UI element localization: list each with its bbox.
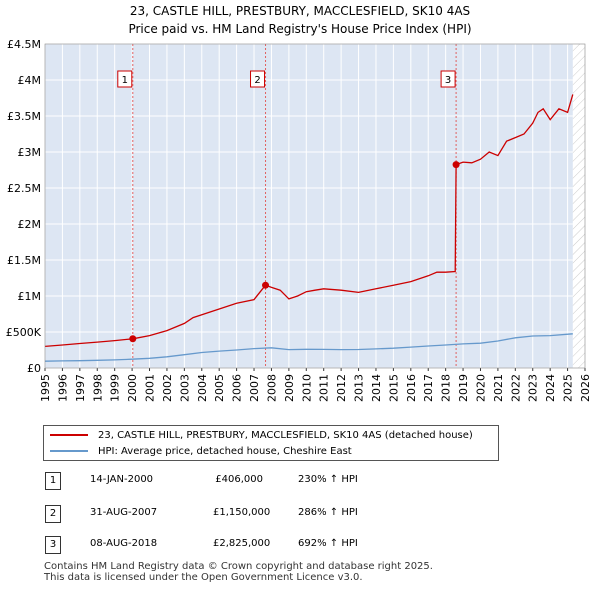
sale-point [452,161,460,169]
title-line-1: 23, CASTLE HILL, PRESTBURY, MACCLESFIELD… [129,4,471,18]
x-tick-label: 2001 [144,374,157,402]
x-tick-label: 2015 [387,374,400,402]
y-tick-label: £4.5M [7,38,41,51]
sale-row: 3 08-AUG-2018 £2,825,000 692% ↑ HPI [43,536,463,554]
sale-point [129,335,137,343]
x-tick-label: 2019 [457,374,470,402]
x-tick-label: 2007 [248,374,261,402]
x-tick-label: 2022 [509,374,522,402]
x-tick-label: 2018 [440,374,453,402]
x-tick-label: 2008 [265,374,278,402]
y-tick-label: £1.5M [7,254,41,267]
x-tick-label: 1996 [56,374,69,402]
plot-frame [44,43,586,369]
sale-number-box [440,70,456,88]
sale-date: 14-JAN-2000 [90,474,154,485]
hpi-series-line [44,333,573,362]
y-tick-label: £2.5M [7,182,41,195]
sale-hpi-change: 230% ↑ HPI [298,474,358,485]
x-tick-label: 2010 [300,374,313,402]
x-tick-label: 2025 [562,374,575,402]
x-tick-label: 2023 [527,374,540,402]
y-tick-label: £0 [27,362,41,375]
x-tick-label: 1997 [74,374,87,402]
plot-area [45,44,585,368]
chart-legend: 23, CASTLE HILL, PRESTBURY, MACCLESFIELD… [43,425,499,461]
x-tick-label: 2016 [405,374,418,402]
x-tick-label: 2026 [579,374,592,402]
sale-price: £406,000 [215,474,263,485]
x-tick-label: 2004 [196,374,209,402]
sale-price: £2,825,000 [213,538,271,549]
sale-point [262,281,270,289]
x-tick-label: 2005 [213,374,226,402]
sale-price: £1,150,000 [213,507,271,518]
y-tick-label: £3M [18,146,42,159]
legend-swatch-property [50,434,88,436]
x-tick-label: 2021 [492,374,505,402]
sale-number-badge: 1 [45,472,61,490]
x-tick-label: 1999 [109,374,122,402]
sale-number-badge: 2 [45,505,61,523]
x-tick-label: 1998 [91,374,104,402]
x-tick-label: 2014 [370,374,383,402]
sale-number-badge: 3 [45,536,61,554]
sale-row: 2 31-AUG-2007 £1,150,000 286% ↑ HPI [43,505,463,523]
sale-number-box [250,70,266,88]
sale-number-label: 1 [122,75,128,86]
sale-date: 08-AUG-2018 [90,538,158,549]
x-tick-label: 2020 [474,374,487,402]
legend-item-property: 23, CASTLE HILL, PRESTBURY, MACCLESFIELD… [50,427,473,443]
x-tick-label: 2013 [353,374,366,402]
x-tick-label: 2002 [161,374,174,402]
x-tick-label: 2017 [422,374,435,402]
x-tick-label: 2011 [318,374,331,402]
x-tick-label: 2012 [335,374,348,402]
property-series-line [44,94,574,348]
y-tick-label: £2M [18,218,42,231]
chart-title: 23, CASTLE HILL, PRESTBURY, MACCLESFIELD… [0,2,600,38]
price-chart: 1 2 3 £0 £500K £1M £1.5M £2M £2.5M £3M £3.5M £4M £4… [6,38,592,402]
y-tick-label: £1M [18,290,42,303]
x-tick-label: 2009 [283,374,296,402]
footer-line-1: Contains HM Land Registry data © Crown c… [44,561,433,572]
sale-hpi-change: 286% ↑ HPI [298,507,358,518]
footer-attribution: Contains HM Land Registry data © Crown c… [44,561,433,583]
x-tick-label: 2000 [126,374,139,402]
x-tick-label: 2006 [231,374,244,402]
sale-number-box [117,70,133,88]
y-tick-label: £500K [6,326,42,339]
sale-hpi-change: 692% ↑ HPI [298,538,358,549]
legend-label-hpi: HPI: Average price, detached house, Ches… [98,445,352,457]
y-tick-label: £4M [18,74,42,87]
future-hatch [572,44,585,368]
legend-label-property: 23, CASTLE HILL, PRESTBURY, MACCLESFIELD… [98,429,473,441]
sale-date: 31-AUG-2007 [90,507,158,518]
legend-swatch-hpi [50,450,88,452]
sale-number-label: 2 [254,75,260,86]
sale-number-label: 3 [445,75,451,86]
x-tick-label: 1995 [39,374,52,402]
footer-line-2: This data is licensed under the Open Gov… [44,572,363,583]
sale-row: 1 14-JAN-2000 £406,000 230% ↑ HPI [43,472,463,490]
title-line-2: Price paid vs. HM Land Registry's House … [128,22,472,36]
y-tick-label: £3.5M [7,110,41,123]
legend-item-hpi: HPI: Average price, detached house, Ches… [50,443,352,459]
x-tick-label: 2024 [544,374,557,402]
x-tick-label: 2003 [178,374,191,402]
